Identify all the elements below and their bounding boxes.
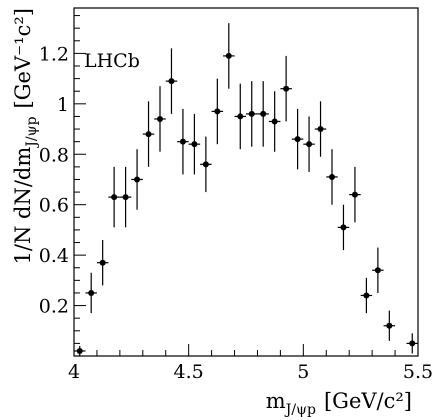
data-marker [191, 141, 198, 148]
data-marker [340, 224, 347, 231]
data-point [131, 149, 143, 210]
data-point [291, 108, 304, 170]
data-marker [271, 118, 278, 125]
data-point [326, 149, 338, 205]
data-point [177, 108, 189, 175]
data-point [372, 247, 384, 293]
data-marker [306, 141, 313, 148]
y-tick-label: 0.8 [39, 144, 69, 166]
data-marker [386, 322, 393, 329]
y-axis-label: 1/N dN/dmJ/ψp[GeV⁻¹c²] [11, 8, 40, 264]
data-point [303, 116, 315, 172]
data-marker [214, 108, 221, 115]
data-marker [283, 85, 290, 92]
y-tick-label: 1 [57, 94, 69, 116]
data-marker [374, 267, 381, 274]
data-point [268, 91, 281, 152]
data-point [234, 83, 246, 150]
data-marker [409, 340, 416, 347]
data-point [188, 113, 201, 175]
data-marker [145, 131, 152, 138]
data-marker [111, 194, 118, 201]
data-marker [329, 173, 335, 180]
data-point [211, 78, 224, 145]
data-point [200, 136, 212, 193]
data-marker [134, 176, 141, 183]
data-marker [294, 136, 301, 143]
data-point [85, 272, 97, 314]
data-point [280, 55, 292, 122]
data-point [223, 23, 235, 89]
y-tick-label: 0.4 [39, 245, 69, 267]
data-marker [168, 78, 175, 85]
data-marker [179, 138, 186, 145]
x-tick-label: 4 [68, 361, 80, 383]
data-point [360, 277, 373, 314]
data-marker [157, 115, 163, 122]
y-tick-label: 1.2 [39, 43, 69, 65]
data-marker [351, 191, 358, 198]
data-point [119, 166, 132, 228]
data-point [349, 166, 361, 223]
data-point [74, 345, 86, 356]
data-point [246, 81, 258, 147]
data-points [74, 23, 418, 356]
data-marker [122, 194, 129, 201]
data-point [406, 333, 418, 354]
data-point [337, 204, 350, 251]
data-marker [99, 259, 106, 266]
data-point [142, 101, 155, 167]
data-marker [363, 292, 370, 299]
data-marker [260, 110, 267, 117]
data-marker [248, 110, 255, 117]
x-tick-label: 5.5 [403, 361, 433, 383]
data-marker [76, 347, 83, 354]
data-marker [237, 113, 244, 120]
x-tick-label: 4.5 [174, 361, 204, 383]
data-point [108, 166, 120, 228]
y-tick-label: 0.2 [39, 296, 69, 318]
data-marker [317, 126, 324, 133]
plot-frame [73, 7, 419, 357]
y-tick-label: 0.6 [39, 195, 69, 217]
lhcb-annotation: LHCb [84, 50, 140, 72]
x-axis: 4 4.5 5 5.5 [68, 344, 433, 383]
data-point [154, 86, 166, 152]
data-marker [202, 161, 209, 168]
data-point [257, 81, 269, 147]
data-marker [88, 289, 95, 296]
data-point [165, 48, 178, 114]
data-marker [225, 52, 232, 59]
x-axis-label: mJ/ψp [GeV/c²] [266, 389, 412, 418]
data-point [314, 101, 327, 157]
data-point [96, 240, 109, 286]
y-axis: 0.2 0.4 0.6 0.8 1 1.2 [39, 15, 86, 344]
data-point [383, 310, 396, 341]
x-tick-label: 5 [297, 361, 309, 383]
